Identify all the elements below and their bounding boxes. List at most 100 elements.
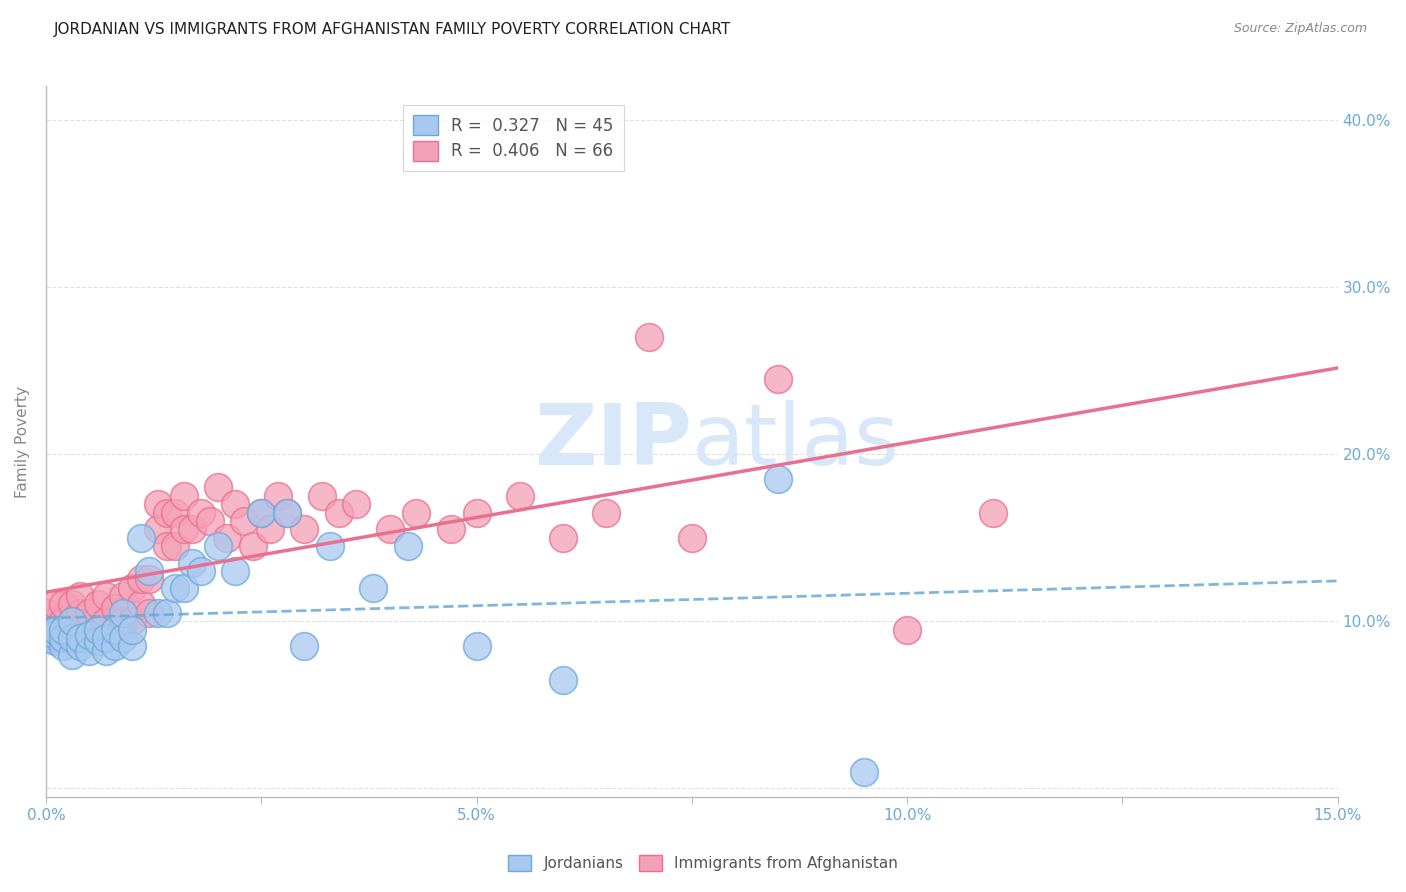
Point (215, 531, 238, 545)
Point (86, 598, 108, 612)
Point (896, 623, 918, 637)
Point (551, 673, 574, 687)
Point (981, 506, 1004, 520)
Legend: Jordanians, Immigrants from Afghanistan: Jordanians, Immigrants from Afghanistan (502, 849, 904, 877)
Text: Source: ZipAtlas.com: Source: ZipAtlas.com (1233, 22, 1367, 36)
Point (35, 631, 58, 645)
Point (155, 506, 177, 520)
Point (361, 581, 384, 595)
Point (129, 531, 152, 545)
Point (190, 564, 212, 578)
Point (165, 506, 187, 520)
Point (259, 522, 281, 536)
Point (198, 514, 221, 528)
Point (207, 539, 229, 553)
Point (250, 506, 273, 520)
Point (146, 606, 169, 620)
Point (77, 644, 100, 658)
Point (380, 522, 402, 536)
Point (35, 606, 58, 620)
Point (129, 598, 152, 612)
Point (112, 606, 135, 620)
Point (344, 497, 367, 511)
Point (44, 627, 66, 641)
Point (104, 600, 127, 615)
Point (250, 506, 273, 520)
Point (224, 564, 246, 578)
Point (77, 606, 100, 620)
Point (86, 634, 108, 648)
Point (181, 522, 204, 536)
Point (104, 623, 127, 637)
Text: ZIP: ZIP (534, 400, 692, 483)
Text: JORDANIAN VS IMMIGRANTS FROM AFGHANISTAN FAMILY POVERTY CORRELATION CHART: JORDANIAN VS IMMIGRANTS FROM AFGHANISTAN… (53, 22, 731, 37)
Point (52, 614, 75, 628)
Point (146, 497, 169, 511)
Point (104, 623, 127, 637)
Point (104, 640, 127, 654)
Point (465, 506, 488, 520)
Point (766, 372, 789, 386)
Point (121, 623, 143, 637)
Point (69, 589, 91, 603)
Point (440, 522, 463, 536)
Point (138, 564, 160, 578)
Point (60, 631, 83, 645)
Point (190, 506, 212, 520)
Point (155, 606, 177, 620)
Point (60, 614, 83, 628)
Point (766, 472, 789, 486)
Point (681, 531, 703, 545)
Text: atlas: atlas (692, 400, 900, 483)
Point (509, 489, 531, 503)
Point (112, 589, 135, 603)
Point (405, 506, 427, 520)
Point (96, 614, 118, 628)
Point (77, 631, 100, 645)
Point (319, 539, 342, 553)
Legend: R =  0.327   N = 45, R =  0.406   N = 66: R = 0.327 N = 45, R = 0.406 N = 66 (404, 105, 624, 170)
Point (44, 623, 66, 637)
Point (44, 634, 66, 648)
Point (96, 589, 118, 603)
Point (60, 648, 83, 662)
Point (86, 623, 108, 637)
Point (138, 573, 160, 587)
Point (52, 598, 75, 612)
Point (60, 598, 83, 612)
Point (86, 623, 108, 637)
Point (595, 506, 617, 520)
Point (60, 614, 83, 628)
Point (96, 631, 118, 645)
Point (207, 481, 229, 495)
Point (77, 627, 100, 641)
Point (96, 644, 118, 658)
Point (311, 489, 333, 503)
Point (173, 489, 195, 503)
Point (173, 522, 195, 536)
Point (276, 506, 298, 520)
Point (165, 581, 187, 595)
Point (328, 506, 350, 520)
Point (69, 640, 91, 654)
Point (551, 531, 574, 545)
Point (637, 330, 659, 344)
Point (69, 606, 91, 620)
Point (165, 539, 187, 553)
Point (181, 556, 204, 570)
Point (465, 640, 488, 654)
Point (146, 522, 169, 536)
Y-axis label: Family Poverty: Family Poverty (15, 385, 30, 498)
Point (267, 489, 290, 503)
Point (276, 506, 298, 520)
Point (121, 614, 143, 628)
Point (121, 581, 143, 595)
Point (121, 640, 143, 654)
Point (396, 539, 419, 553)
Point (52, 631, 75, 645)
Point (44, 631, 66, 645)
Point (52, 623, 75, 637)
Point (292, 522, 315, 536)
Point (129, 573, 152, 587)
Point (112, 631, 135, 645)
